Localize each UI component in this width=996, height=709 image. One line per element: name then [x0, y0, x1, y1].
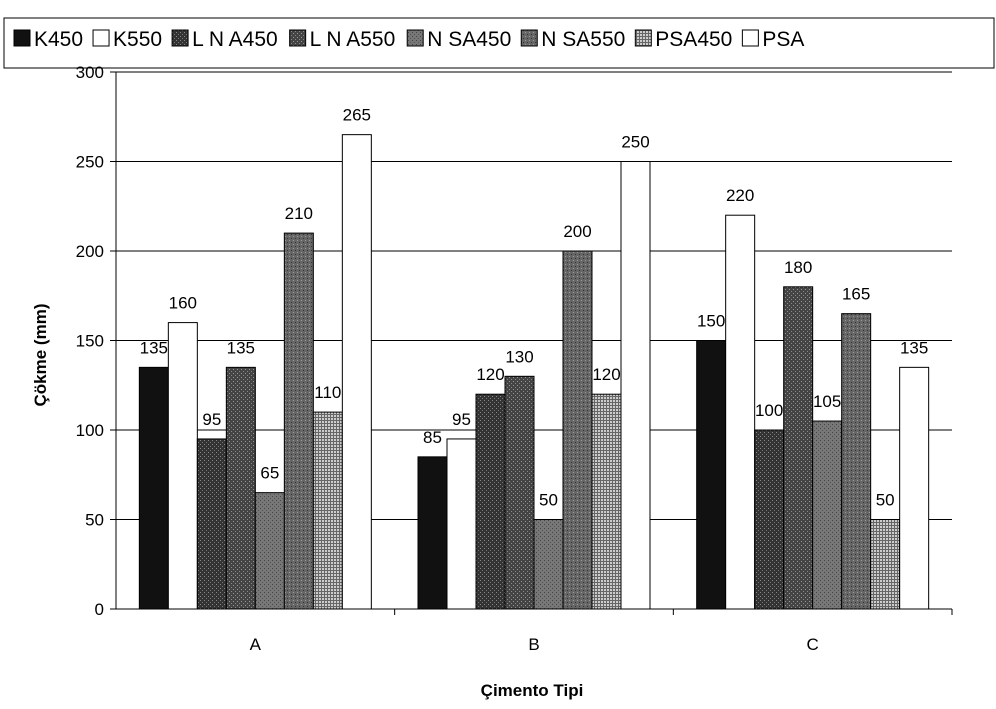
bar — [283, 232, 314, 610]
bar — [341, 134, 372, 610]
x-tick-label: B — [528, 635, 539, 654]
data-label: 135 — [140, 338, 168, 357]
bar — [475, 393, 506, 610]
legend-label: PSA450 — [655, 28, 732, 51]
bar — [417, 456, 448, 610]
bar — [562, 250, 593, 610]
data-label: 200 — [563, 222, 591, 241]
bar — [696, 340, 727, 610]
legend-swatch — [92, 29, 110, 47]
legend-swatch — [171, 29, 189, 47]
data-labels: 1351609513565210110265859512013050200120… — [140, 106, 929, 510]
bar — [841, 313, 872, 610]
bar — [754, 429, 785, 610]
legend-frame — [3, 17, 995, 69]
bar — [167, 322, 198, 610]
bar — [504, 375, 535, 610]
bar — [783, 286, 814, 610]
data-label: 265 — [343, 106, 371, 125]
legend-label: K550 — [113, 28, 162, 51]
bar — [196, 438, 227, 610]
legend-label: PSA — [762, 28, 804, 51]
legend-swatch — [13, 29, 31, 47]
bar — [870, 519, 901, 610]
y-tick-label: 100 — [76, 421, 104, 440]
data-label: 135 — [227, 338, 255, 357]
y-tick-label: 150 — [76, 332, 104, 351]
data-label: 95 — [452, 410, 471, 429]
y-tick-label: 200 — [76, 242, 104, 261]
bar — [812, 420, 843, 610]
legend-label: N SA450 — [427, 28, 511, 51]
bar — [225, 366, 256, 610]
bars — [138, 134, 930, 610]
bar — [446, 438, 477, 610]
data-label: 135 — [900, 338, 928, 357]
bar — [254, 492, 285, 610]
bar — [725, 214, 756, 610]
data-label: 95 — [202, 410, 221, 429]
legend-swatch — [741, 29, 759, 47]
legend-label: L N A450 — [192, 28, 278, 51]
bar — [533, 519, 564, 610]
legend-swatch — [289, 29, 307, 47]
bar — [620, 161, 651, 610]
data-label: 100 — [755, 401, 783, 420]
data-label: 50 — [539, 491, 558, 510]
data-label: 220 — [726, 186, 754, 205]
x-tick-label: C — [807, 635, 819, 654]
bar — [138, 366, 169, 610]
bar — [591, 393, 622, 610]
data-label: 210 — [285, 204, 313, 223]
legend-label: L N A550 — [310, 28, 396, 51]
data-label: 85 — [423, 428, 442, 447]
legend-swatch — [406, 29, 424, 47]
bar — [899, 366, 930, 610]
legend-label: N SA550 — [541, 28, 625, 51]
y-tick-label: 300 — [76, 63, 104, 82]
bar — [312, 411, 343, 610]
data-label: 130 — [505, 347, 533, 366]
axes: 0 50 100 150 200 250 300 A B C — [76, 63, 953, 654]
x-axis-title: Çimento Tipi — [481, 681, 584, 700]
data-label: 50 — [876, 491, 895, 510]
data-label: 120 — [476, 365, 504, 384]
legend-swatch — [520, 29, 538, 47]
data-label: 120 — [592, 365, 620, 384]
legend-label: K450 — [34, 28, 83, 51]
data-label: 160 — [169, 294, 197, 313]
data-label: 250 — [621, 133, 649, 152]
y-axis-title: Çökme (mm) — [31, 304, 50, 407]
y-tick-label: 50 — [85, 511, 104, 530]
data-label: 105 — [813, 392, 841, 411]
x-tick-label: A — [250, 635, 262, 654]
data-label: 180 — [784, 258, 812, 277]
legend-swatch — [634, 29, 652, 47]
data-label: 150 — [697, 312, 725, 331]
data-label: 165 — [842, 285, 870, 304]
y-tick-label: 250 — [76, 153, 104, 172]
legend: K450 K550 L N A450 L N A550 N SA450 N SA550 PS… — [3, 17, 995, 69]
y-tick-label: 0 — [95, 600, 104, 619]
data-label: 110 — [314, 383, 341, 402]
data-label: 65 — [260, 464, 279, 483]
